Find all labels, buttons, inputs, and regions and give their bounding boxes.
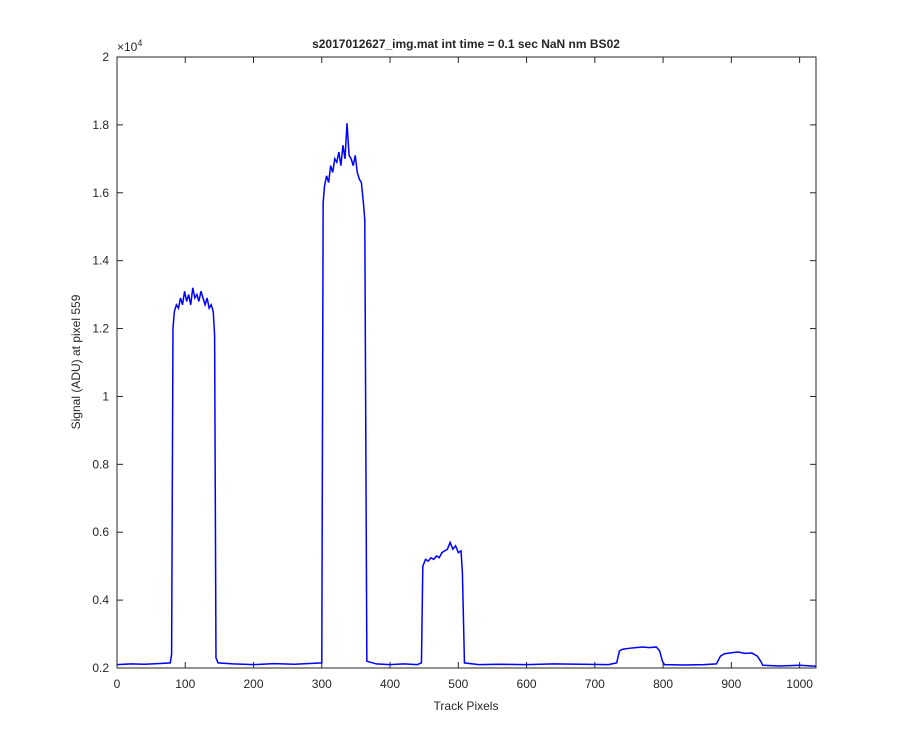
x-tick-label: 300 — [312, 677, 332, 691]
x-tick-label: 0 — [114, 677, 121, 691]
x-tick-label: 100 — [175, 677, 195, 691]
y-multiplier-base: ×10 — [117, 40, 138, 54]
x-tick-label: 400 — [380, 677, 400, 691]
x-tick-label: 800 — [653, 677, 673, 691]
x-tick-label: 1000 — [786, 677, 813, 691]
y-tick-label: 1 — [102, 389, 109, 403]
y-tick-label: 1.8 — [92, 118, 109, 132]
y-multiplier-power: 4 — [137, 38, 142, 48]
x-tick-label: 200 — [244, 677, 264, 691]
y-tick-label: 2 — [102, 50, 109, 64]
y-tick-label: 1.2 — [92, 322, 109, 336]
x-tick-label: 600 — [517, 677, 537, 691]
plot-box — [116, 56, 817, 669]
y-tick-label: 1.4 — [92, 254, 109, 268]
data-line — [116, 123, 817, 668]
x-axis-label: Track Pixels — [434, 699, 499, 713]
y-tick-label: 0.6 — [92, 525, 109, 539]
y-multiplier: ×104 — [117, 38, 142, 54]
x-tick-label: 700 — [585, 677, 605, 691]
chart-title: s2017012627_img.mat int time = 0.1 sec N… — [312, 37, 620, 51]
y-tick-label: 0.2 — [92, 661, 109, 675]
x-tick-label: 900 — [721, 677, 741, 691]
y-tick-label: 0.4 — [92, 593, 109, 607]
y-axis-label: Signal (ADU) at pixel 559 — [69, 294, 83, 429]
x-tick-label: 500 — [448, 677, 468, 691]
y-tick-label: 1.6 — [92, 186, 109, 200]
y-tick-label: 0.8 — [92, 457, 109, 471]
